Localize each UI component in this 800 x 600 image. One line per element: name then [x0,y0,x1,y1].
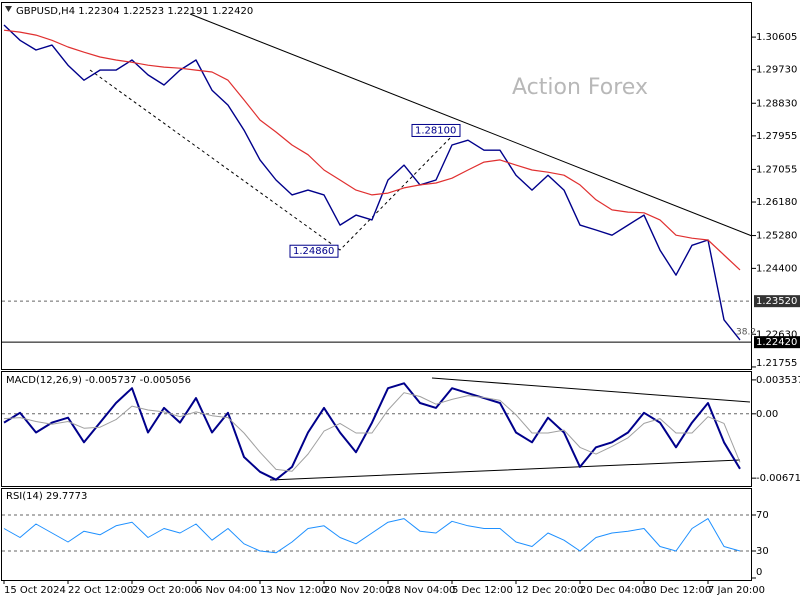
x-tick-label: 20 Nov 20:00 [324,585,391,596]
y-tick-label: 0 [756,567,762,578]
series-line [3,392,741,472]
rsi-panel [1,488,752,581]
y-tick-label: 0.003537 [756,375,800,386]
price-label-box [754,295,800,308]
header-value: 1.22523 [123,6,164,17]
x-tick-label: 7 Jan 20:00 [708,585,765,596]
price-label: 1.22420 [756,337,797,348]
fib-label: 38.2 [736,328,756,338]
header-value: 1.22420 [212,6,253,17]
price-panel [1,2,752,370]
y-tick-label: 1.29730 [756,65,797,76]
trend-line [189,13,753,237]
y-tick-label: -0.006711 [756,473,800,484]
annotation-box [289,244,339,258]
header-value: 1.22304 [78,6,119,17]
series-line [3,24,741,341]
annotation-label: 1.28100 [415,125,456,136]
y-tick-label: 1.22630 [756,329,797,340]
x-tick-label: 30 Dec 12:00 [644,585,711,596]
zigzag-line [89,69,461,251]
x-tick-label: 29 Oct 20:00 [132,585,197,596]
y-tick-label: 1.27955 [756,131,797,142]
x-tick-label: 12 Dec 20:00 [516,585,583,596]
y-tick-label: 1.27055 [756,164,797,175]
y-tick-label: 1.24400 [756,263,797,274]
panel-header: MACD(12,26,9) -0.005737 -0.005056 [6,375,191,386]
y-tick-label: 1.21755 [756,358,797,369]
panel-header: GBPUSD,H4 1.22304 1.22523 1.22191 1.2242… [16,6,253,17]
annotation-label: 1.24860 [293,246,334,257]
x-tick-label: 22 Oct 12:00 [68,585,133,596]
price-label-box [754,336,800,349]
x-tick-label: 13 Nov 12:00 [260,585,327,596]
panel-header: RSI(14) 29.7773 [6,491,87,502]
header-value: -0.005056 [140,375,191,386]
panel-title: MACD(12,26,9) [6,375,82,386]
x-tick-label: 6 Nov 04:00 [196,585,257,596]
panel-title: RSI(14) [6,491,43,502]
y-tick-label: 30 [756,546,769,557]
series-line [3,29,741,271]
y-tick-label: 1.30605 [756,32,797,43]
watermark: Action Forex [512,75,648,100]
x-tick-label: 20 Dec 04:00 [580,585,647,596]
y-tick-label: 1.25280 [756,231,797,242]
price-label: 1.23520 [756,296,797,307]
y-tick-label: 1.28830 [756,98,797,109]
header-value: -0.005737 [85,375,136,386]
header-value: 1.22191 [167,6,208,17]
x-tick-label: 28 Nov 04:00 [388,585,455,596]
menu-icon [5,6,12,12]
y-tick-label: 0.00 [756,409,778,420]
annotation-box [411,123,461,137]
header-value: 29.7773 [46,491,87,502]
x-tick-label: 5 Dec 12:00 [452,585,513,596]
macd-trend-line [269,377,751,481]
panel-title: GBPUSD,H4 [16,6,75,17]
x-tick-label: 15 Oct 2024 [4,585,66,596]
macd-panel [1,371,752,487]
y-tick-label: 70 [756,510,769,521]
series-line [3,518,741,554]
y-tick-label: 1.26180 [756,197,797,208]
series-line [3,382,741,481]
